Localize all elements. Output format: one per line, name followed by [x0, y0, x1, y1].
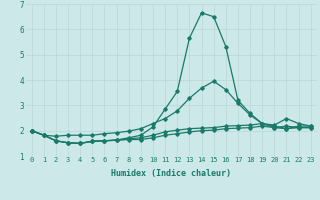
X-axis label: Humidex (Indice chaleur): Humidex (Indice chaleur): [111, 169, 231, 178]
